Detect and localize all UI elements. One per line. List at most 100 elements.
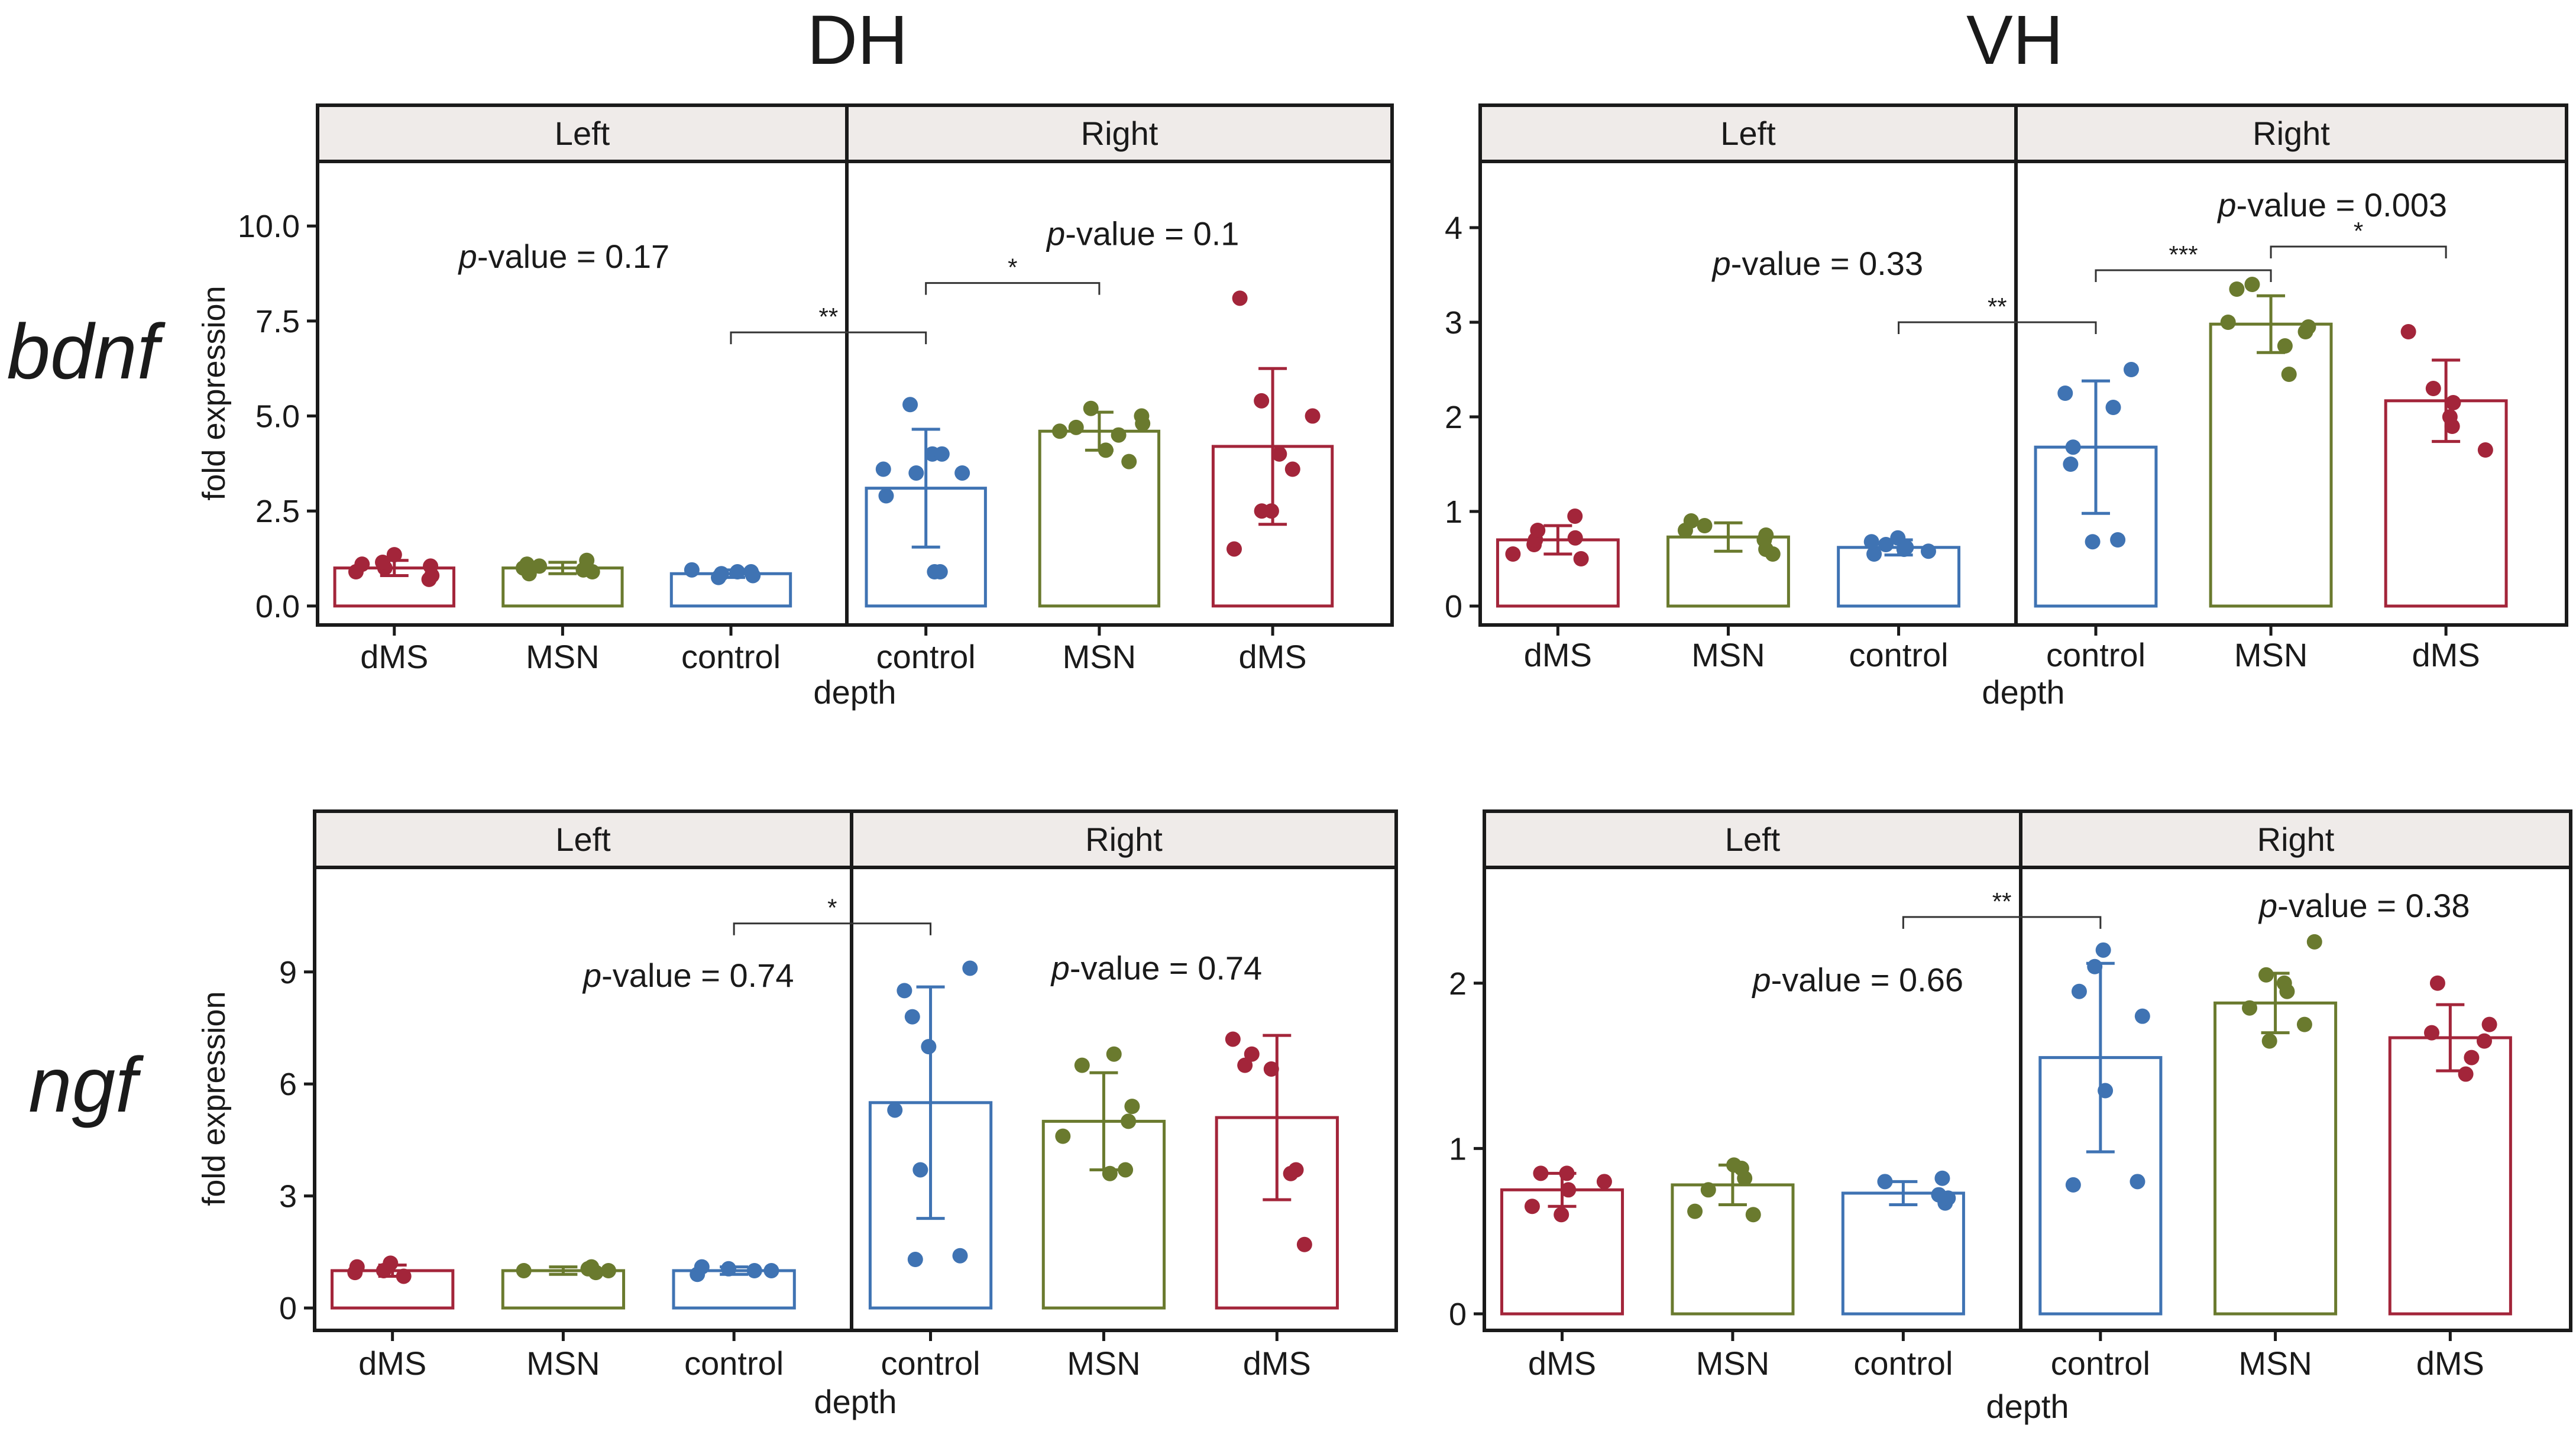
data-point <box>2400 324 2416 339</box>
row-label-bdnf: bdnf <box>7 308 166 395</box>
data-point <box>1225 1031 1241 1047</box>
y-tick-label: 5.0 <box>255 399 300 435</box>
x-tick-label: dMS <box>358 1345 426 1382</box>
data-point <box>423 558 439 574</box>
bar-group-control <box>1837 530 1961 608</box>
significance-bracket <box>1898 321 2097 334</box>
p-value-annotation: p-value = 0.17 <box>458 238 670 275</box>
data-point <box>907 1252 923 1268</box>
column-title-dh: DH <box>807 1 908 79</box>
data-point <box>2442 409 2458 425</box>
x-tick-label: MSN <box>526 1345 600 1382</box>
facet-strip-right <box>2014 103 2568 163</box>
data-point <box>2220 315 2236 330</box>
data-point <box>1226 541 1242 557</box>
data-point <box>2057 386 2073 401</box>
data-point <box>2065 439 2081 455</box>
data-point <box>1118 1162 1134 1178</box>
data-point <box>1102 1165 1118 1181</box>
bar-group-dms <box>2384 324 2508 608</box>
data-point <box>743 564 759 580</box>
data-point <box>1877 1174 1893 1190</box>
y-tick-label: 0 <box>1445 589 1462 624</box>
data-point <box>2458 1066 2474 1082</box>
facet-strip-left <box>316 103 849 163</box>
data-point <box>887 1102 903 1118</box>
bar-group-control <box>868 960 993 1310</box>
data-point <box>1890 530 1906 546</box>
data-point <box>1055 1128 1071 1144</box>
x-tick-label: dMS <box>2412 636 2480 673</box>
y-tick-label: 3 <box>279 1179 297 1214</box>
x-tick-label: control <box>876 638 976 675</box>
facet-label-right: Right <box>1085 821 1163 858</box>
y-tick-label: 4 <box>1445 210 1462 246</box>
data-point <box>1920 543 1936 559</box>
y-tick-label: 0 <box>279 1291 297 1326</box>
data-point <box>2123 362 2139 377</box>
bar-group-control <box>1841 1170 1965 1316</box>
y-tick-label: 0.0 <box>255 589 300 624</box>
x-tick-label: dMS <box>360 638 428 675</box>
p-value-text: -value = 0.66 <box>1771 961 1963 999</box>
y-tick-label: 3 <box>1445 305 1462 341</box>
data-point <box>1567 530 1583 546</box>
p-italic: p <box>458 238 477 275</box>
facet-strip-left <box>1478 103 2018 163</box>
p-value-text: -value = 0.74 <box>601 957 794 994</box>
data-point <box>2063 456 2079 472</box>
bar-group-msn <box>1671 1157 1795 1316</box>
data-point <box>746 1262 762 1278</box>
data-point <box>1700 1182 1716 1198</box>
data-point <box>2281 367 2297 382</box>
significance-bracket <box>925 282 1101 295</box>
plot-frame-right <box>2019 866 2572 1332</box>
data-point <box>902 397 918 413</box>
data-point <box>386 547 402 563</box>
x-tick-label: MSN <box>2234 636 2308 673</box>
data-point <box>1237 1057 1253 1073</box>
significance-bracket <box>2270 245 2447 258</box>
data-point <box>1726 1157 1742 1173</box>
data-point <box>2098 1083 2114 1099</box>
y-tick-label: 2.5 <box>255 494 300 529</box>
data-point <box>1554 1207 1569 1223</box>
plot-frame-right <box>2014 160 2568 627</box>
data-point <box>875 461 891 477</box>
bar-group-msn <box>2209 277 2333 608</box>
bar-group-control <box>669 562 792 608</box>
p-value-annotation: p-value = 0.66 <box>1752 961 1964 999</box>
data-point <box>1134 408 1150 424</box>
x-tick-label: MSN <box>1063 638 1136 675</box>
data-point <box>2477 442 2493 458</box>
data-point <box>921 1039 937 1055</box>
x-tick-label: control <box>1853 1345 1953 1382</box>
p-value-annotation: p-value = 0.003 <box>2216 186 2447 224</box>
data-point <box>713 566 729 582</box>
data-point <box>1758 527 1774 543</box>
p-value-text: -value = 0.74 <box>1070 949 1262 986</box>
data-point <box>912 1162 928 1178</box>
bar-msn <box>1038 429 1161 608</box>
x-axis-label: depth <box>1982 673 2064 711</box>
x-tick-label: control <box>684 1345 784 1382</box>
data-point <box>2258 967 2274 983</box>
p-italic: p <box>1752 961 1771 999</box>
significance-bracket <box>2095 269 2272 282</box>
data-point <box>1074 1057 1090 1073</box>
p-value-text: -value = 0.38 <box>2277 887 2470 924</box>
data-point <box>2464 1050 2480 1065</box>
data-point <box>1244 1046 1260 1062</box>
data-point <box>2087 958 2103 974</box>
data-point <box>349 1259 365 1275</box>
x-tick-label: MSN <box>1696 1345 1769 1382</box>
significance-stars: ** <box>1992 888 2012 915</box>
bar-group-dms <box>1500 1165 1624 1316</box>
p-value-text: -value = 0.1 <box>1065 215 1239 252</box>
data-point <box>1106 1046 1122 1062</box>
significance-bracket <box>730 331 927 345</box>
data-point <box>1263 1061 1279 1077</box>
facet-label-left: Left <box>555 821 611 858</box>
p-value-text: -value = 0.33 <box>1731 245 1923 282</box>
